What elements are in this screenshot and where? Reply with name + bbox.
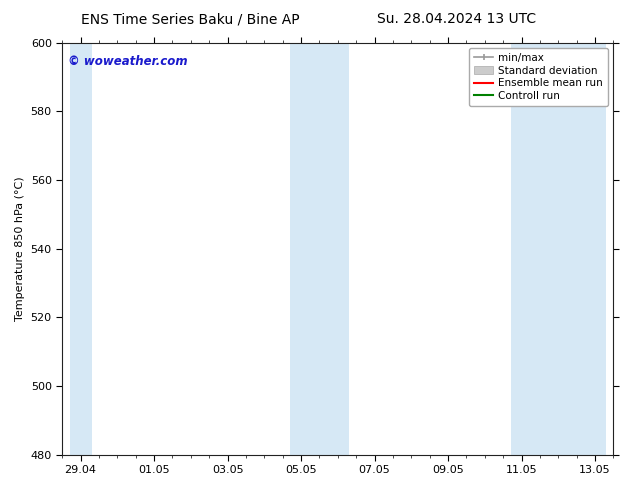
Text: Su. 28.04.2024 13 UTC: Su. 28.04.2024 13 UTC — [377, 12, 536, 26]
Text: ENS Time Series Baku / Bine AP: ENS Time Series Baku / Bine AP — [81, 12, 299, 26]
Legend: min/max, Standard deviation, Ensemble mean run, Controll run: min/max, Standard deviation, Ensemble me… — [469, 48, 608, 106]
Text: © woweather.com: © woweather.com — [68, 55, 188, 68]
Y-axis label: Temperature 850 hPa (°C): Temperature 850 hPa (°C) — [15, 176, 25, 321]
Bar — [290, 43, 349, 455]
Bar — [510, 43, 606, 455]
Bar — [70, 43, 92, 455]
